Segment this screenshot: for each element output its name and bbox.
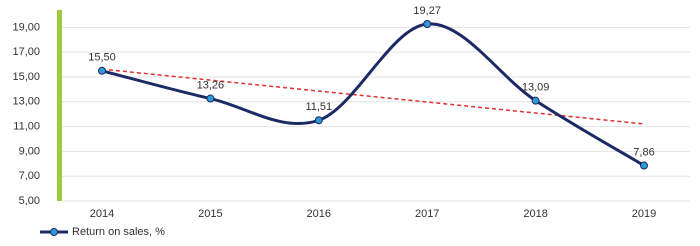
y-tick-label: 9,00 — [19, 145, 40, 157]
data-label: 15,50 — [88, 52, 116, 64]
series-line — [101, 22, 645, 167]
y-tick-label: 19,00 — [12, 21, 40, 33]
point — [640, 161, 648, 170]
x-tick-label: 2014 — [90, 208, 114, 220]
y-tick-label: 17,00 — [12, 46, 40, 58]
y-tick-label: 5,00 — [19, 195, 40, 207]
axis-accent — [57, 10, 62, 201]
x-tick-label: 2016 — [307, 208, 331, 220]
legend-label: Return on sales, % — [72, 226, 165, 238]
point — [531, 96, 540, 105]
x-tick-label: 2017 — [415, 208, 439, 220]
legend-marker — [50, 228, 58, 236]
data-label: 7,86 — [633, 146, 654, 158]
data-label: 19,27 — [413, 5, 441, 17]
x-tick-label: 2015 — [198, 208, 222, 220]
point — [423, 20, 432, 29]
data-label: 13,09 — [522, 82, 550, 94]
point — [314, 116, 323, 125]
y-tick-label: 13,00 — [12, 96, 40, 108]
x-tick-label: 2019 — [632, 208, 656, 220]
y-tick-label: 15,00 — [12, 71, 40, 83]
data-label: 13,26 — [197, 79, 225, 91]
y-tick-label: 11,00 — [13, 120, 40, 132]
x-tick-label: 2018 — [523, 208, 547, 220]
y-tick-label: 7,00 — [19, 170, 40, 182]
data-label: 11,51 — [305, 101, 332, 113]
point — [98, 66, 106, 75]
point — [206, 94, 215, 103]
